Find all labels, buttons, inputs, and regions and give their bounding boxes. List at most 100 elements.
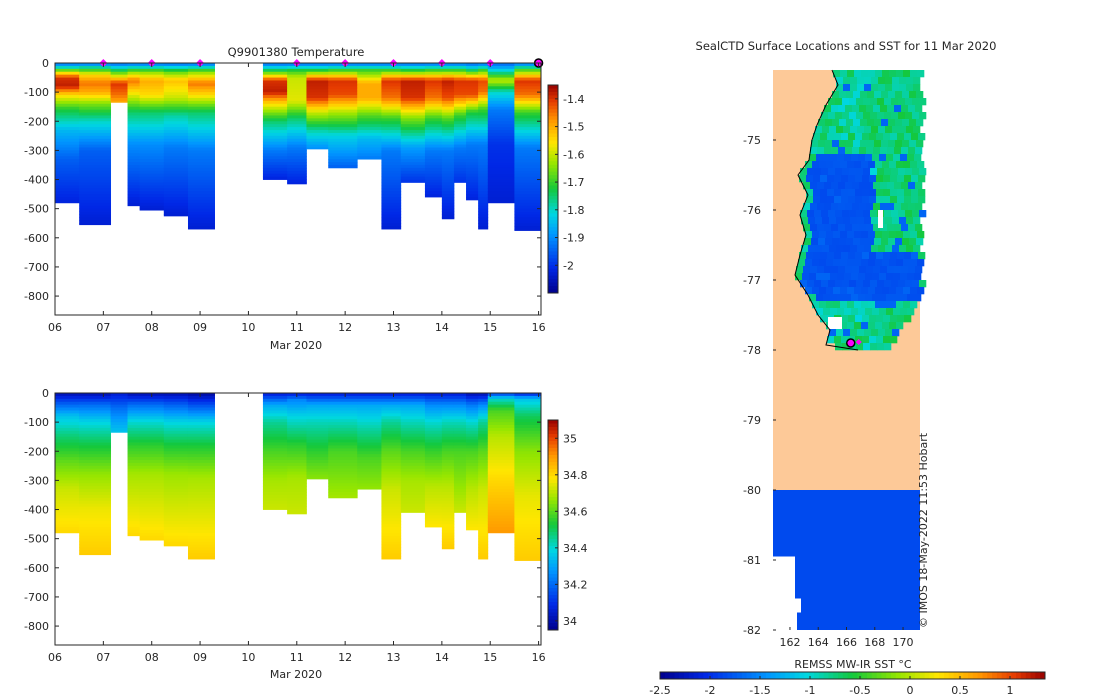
heatmap-cell (187, 217, 215, 221)
sst-cell (913, 84, 921, 92)
seal-position-marker (845, 338, 862, 348)
x-tick-label: 10 (241, 651, 255, 664)
sst-cell (853, 238, 861, 246)
heatmap-cell (424, 135, 443, 140)
sst-cell (908, 147, 916, 155)
heatmap-cell (127, 130, 141, 134)
sst-cell (916, 91, 924, 99)
sst-cell (864, 217, 872, 225)
heatmap-cell (55, 401, 80, 406)
heatmap-cell (514, 541, 542, 545)
heatmap-cell (139, 521, 165, 525)
heatmap-cell (466, 182, 479, 186)
heatmap-cell (466, 135, 479, 140)
heatmap-cell (328, 112, 358, 116)
heatmap-cell (357, 448, 382, 452)
colorbar-segment (943, 672, 950, 679)
heatmap-cell (262, 170, 288, 175)
colorbar-tick-label: 34.8 (563, 469, 588, 482)
colorbar-segment (548, 143, 558, 148)
colorbar-segment (548, 490, 558, 494)
heatmap-cell (139, 518, 165, 522)
surface-location-marker (855, 339, 862, 345)
sst-cell (844, 273, 852, 281)
heatmap-cell (127, 127, 141, 131)
heatmap-cell (163, 92, 189, 96)
heatmap-cell (478, 541, 489, 545)
salinity-y-ticks: 0-100-200-300-400-500-600-700-800 (24, 387, 541, 633)
heatmap-cell (424, 74, 443, 78)
sst-cell (861, 322, 869, 330)
colorbar-segment (548, 164, 558, 169)
sst-cell (870, 112, 878, 120)
heatmap-cell (187, 135, 215, 140)
heatmap-cell (453, 83, 467, 87)
sst-cell (849, 112, 857, 120)
sst-cell (847, 231, 855, 239)
heatmap-cell (357, 395, 382, 400)
heatmap-cell (424, 492, 443, 496)
heatmap-cell (187, 535, 215, 540)
heatmap-cell (514, 494, 542, 499)
sst-cell (841, 336, 849, 344)
colorbar-segment (548, 616, 558, 620)
colorbar-segment (746, 672, 752, 679)
heatmap-cell (381, 541, 402, 545)
sst-cell (854, 161, 862, 169)
heatmap-cell (381, 489, 402, 493)
heatmap-cell (381, 398, 402, 403)
heatmap-cell (424, 430, 443, 435)
sst-cell (864, 77, 872, 85)
colorbar-segment (548, 161, 558, 166)
heatmap-cell (163, 427, 189, 432)
heatmap-cell (139, 439, 165, 443)
colorbar-segment (548, 563, 558, 568)
sst-cell (900, 294, 908, 302)
heatmap-cell (381, 100, 402, 105)
sst-cell (893, 308, 901, 316)
heatmap-cell (381, 127, 402, 131)
heatmap-cell (55, 132, 80, 137)
heatmap-cell (424, 477, 443, 481)
heatmap-cell (514, 135, 542, 140)
sst-cell (858, 294, 866, 302)
heatmap-cell (487, 494, 515, 499)
heatmap-cell (55, 465, 80, 470)
heatmap-cell (381, 141, 402, 145)
heatmap-cell (400, 497, 426, 502)
sst-cell (860, 119, 868, 127)
heatmap-cell (306, 147, 329, 150)
heatmap-cell (110, 95, 128, 99)
heatmap-cell (478, 153, 489, 157)
heatmap-cell (381, 524, 402, 528)
heatmap-cell (79, 208, 112, 212)
heatmap-cell (328, 159, 358, 163)
heatmap-cell (127, 445, 141, 449)
sst-cell (830, 294, 838, 302)
heatmap-cell (79, 430, 112, 435)
heatmap-cell (381, 167, 402, 172)
heatmap-cell (187, 448, 215, 452)
heatmap-cell (139, 118, 165, 122)
heatmap-cell (139, 532, 165, 537)
heatmap-cell (287, 159, 307, 163)
heatmap-cell (441, 451, 455, 455)
colorbar-segment (548, 126, 558, 131)
heatmap-cell (514, 92, 542, 96)
colorbar-segment (804, 672, 810, 679)
heatmap-cell (357, 445, 382, 449)
heatmap-cell (424, 442, 443, 446)
heatmap-cell (79, 83, 112, 87)
heatmap-cell (487, 167, 515, 172)
heatmap-cell (163, 132, 189, 137)
sst-cell (874, 140, 882, 148)
sst-cell (884, 168, 892, 176)
sst-cell (885, 77, 893, 85)
heatmap-cell (478, 112, 489, 116)
heatmap-cell (357, 430, 382, 435)
sst-cell (878, 77, 886, 85)
heatmap-cell (478, 141, 489, 145)
heatmap-cell (287, 95, 307, 99)
heatmap-cell (127, 112, 141, 116)
colorbar-segment (842, 672, 849, 679)
